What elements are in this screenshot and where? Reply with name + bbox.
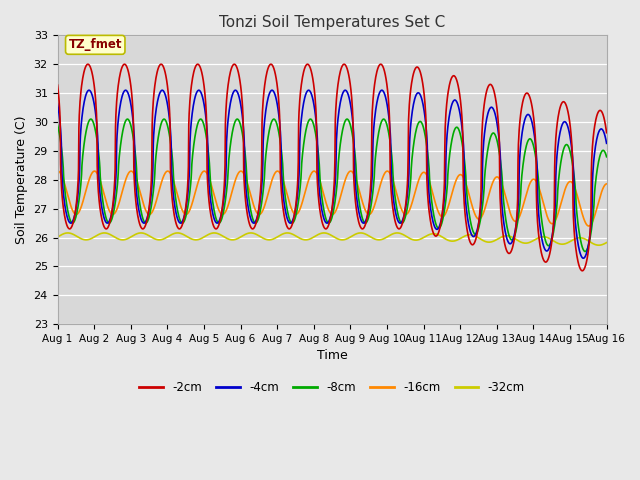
Line: -8cm: -8cm (58, 119, 607, 252)
-2cm (237, 86, 245, 92)
-8cm (538, 217, 545, 223)
-2cm (418, 74, 426, 80)
-4cm (579, 255, 587, 261)
Text: TZ_fmet: TZ_fmet (68, 38, 122, 51)
-32cm (163, 235, 170, 240)
-32cm (538, 234, 545, 240)
-4cm (490, 106, 497, 112)
-4cm (418, 96, 426, 101)
-32cm (64, 230, 72, 236)
-8cm (176, 216, 184, 222)
-16cm (538, 194, 545, 200)
-2cm (377, 61, 385, 67)
-2cm (176, 226, 184, 232)
X-axis label: Time: Time (317, 349, 348, 362)
-8cm (418, 120, 426, 125)
Line: -2cm: -2cm (58, 64, 607, 271)
-2cm (603, 130, 611, 136)
-4cm (538, 235, 545, 241)
-4cm (163, 96, 170, 101)
-8cm (234, 116, 241, 122)
Title: Tonzi Soil Temperatures Set C: Tonzi Soil Temperatures Set C (219, 15, 445, 30)
-16cm (490, 179, 497, 184)
-16cm (585, 223, 593, 229)
-32cm (490, 239, 497, 244)
-32cm (418, 236, 426, 241)
-16cm (54, 168, 61, 174)
-8cm (54, 122, 61, 128)
-4cm (378, 87, 386, 93)
-16cm (54, 168, 61, 174)
Line: -4cm: -4cm (58, 90, 607, 258)
-16cm (163, 168, 170, 174)
Legend: -2cm, -4cm, -8cm, -16cm, -32cm: -2cm, -4cm, -8cm, -16cm, -32cm (134, 377, 529, 399)
-32cm (176, 230, 184, 236)
-32cm (54, 234, 61, 240)
Line: -32cm: -32cm (58, 233, 607, 245)
Y-axis label: Soil Temperature (C): Soil Temperature (C) (15, 116, 28, 244)
-2cm (54, 82, 61, 88)
-32cm (237, 234, 245, 240)
-8cm (237, 126, 245, 132)
-2cm (163, 75, 170, 81)
-16cm (603, 181, 611, 187)
-8cm (163, 119, 170, 125)
-16cm (176, 201, 184, 207)
-2cm (538, 252, 545, 257)
-4cm (603, 141, 611, 146)
-16cm (237, 168, 245, 174)
-8cm (490, 130, 497, 136)
-2cm (579, 268, 586, 274)
-32cm (603, 240, 611, 245)
-32cm (595, 242, 603, 248)
-4cm (176, 220, 184, 226)
-4cm (237, 104, 245, 109)
-4cm (54, 101, 61, 107)
Line: -16cm: -16cm (58, 171, 607, 226)
-16cm (418, 171, 426, 177)
-8cm (581, 249, 589, 254)
-2cm (490, 86, 497, 92)
-8cm (603, 154, 611, 160)
